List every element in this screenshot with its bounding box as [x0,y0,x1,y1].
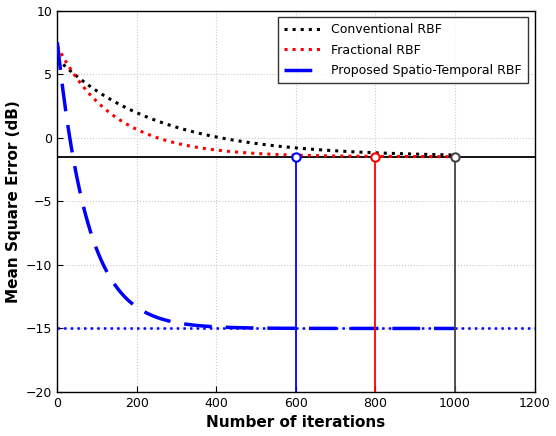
Conventional RBF [451,152,458,157]
Y-axis label: Mean Square Error (dB): Mean Square Error (dB) [6,100,21,303]
Fractional RBF [451,154,458,159]
Proposed Spatio-Temporal RBF [78,196,85,201]
Fractional RBF [364,154,370,159]
Proposed Spatio-Temporal RBF [432,326,439,331]
Fractional RBF [78,82,85,87]
Conventional RBF [78,78,85,83]
Legend: Conventional RBF, Fractional RBF, Proposed Spatio-Temporal RBF: Conventional RBF, Fractional RBF, Propos… [277,17,528,83]
Fractional RBF [54,44,61,49]
Conventional RBF [364,150,370,155]
Conventional RBF [54,56,61,61]
Proposed Spatio-Temporal RBF [364,326,370,331]
X-axis label: Number of iterations: Number of iterations [206,416,385,430]
Conventional RBF [379,150,385,156]
Fractional RBF [379,154,385,159]
Fractional RBF [405,154,412,159]
Fractional RBF [432,154,439,159]
Proposed Spatio-Temporal RBF [451,326,458,331]
Proposed Spatio-Temporal RBF [54,40,61,45]
Proposed Spatio-Temporal RBF [379,326,385,331]
Conventional RBF [135,111,141,116]
Conventional RBF [432,152,439,157]
Line: Fractional RBF: Fractional RBF [57,46,455,157]
Proposed Spatio-Temporal RBF [135,305,141,310]
Fractional RBF [135,127,141,133]
Line: Proposed Spatio-Temporal RBF: Proposed Spatio-Temporal RBF [57,42,455,328]
Proposed Spatio-Temporal RBF [405,326,412,331]
Line: Conventional RBF: Conventional RBF [57,59,455,155]
Conventional RBF [405,151,412,157]
